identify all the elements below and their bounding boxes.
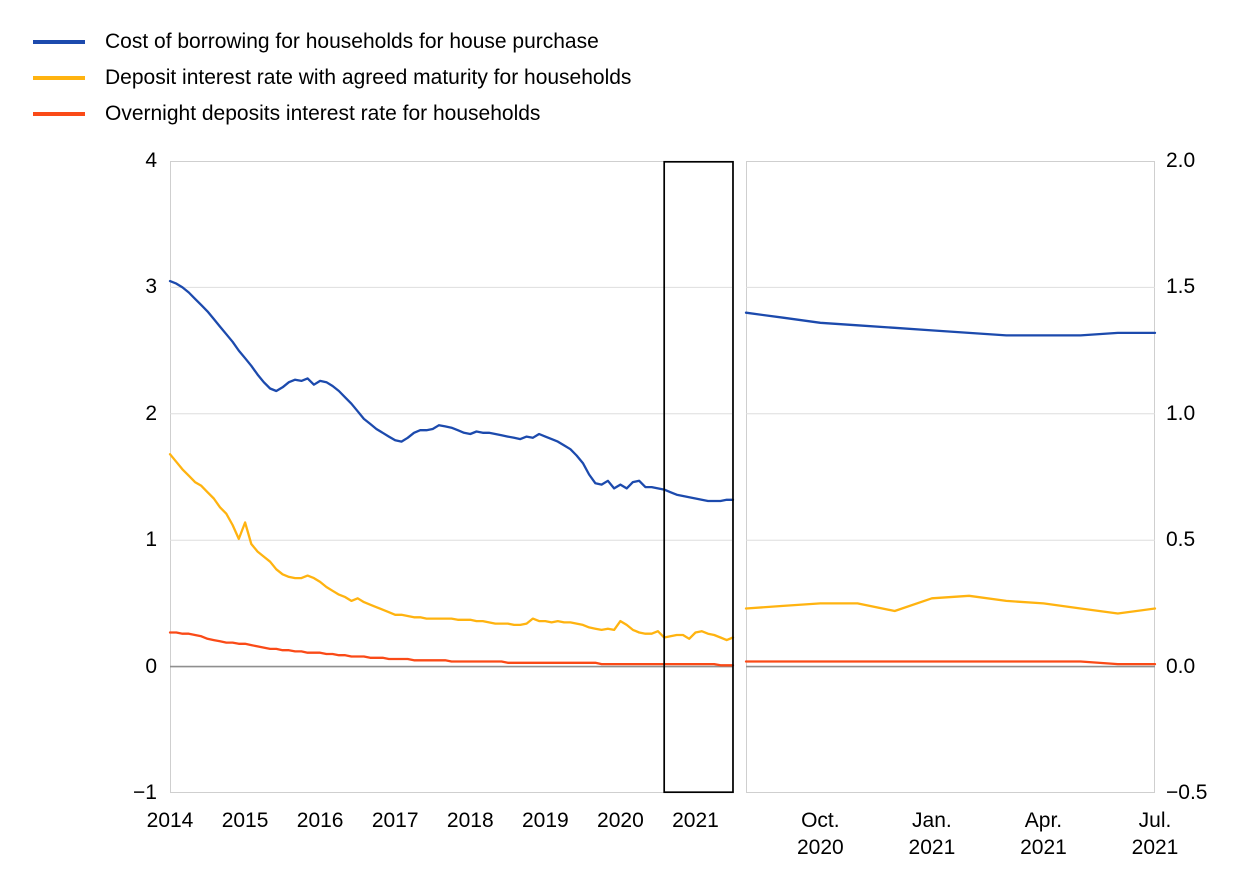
y-axis-label: 1.0 bbox=[1166, 401, 1196, 425]
series-line-cost-of-borrowing-house-purchase bbox=[168, 279, 735, 503]
x-axis-label: 2014 bbox=[110, 807, 230, 834]
x-axis-label-line1: 2015 bbox=[221, 809, 269, 832]
y-axis-label: 1 bbox=[145, 528, 157, 552]
y-axis-label: −0.5 bbox=[1166, 781, 1208, 804]
x-axis-label-line1: Jul. bbox=[1138, 809, 1172, 832]
x-axis-label: 2016 bbox=[260, 807, 380, 834]
y-axis-label: 1.5 bbox=[1166, 275, 1196, 299]
x-axis-label-line1: Apr. bbox=[1024, 809, 1063, 832]
x-axis-label: 2020 bbox=[560, 807, 680, 834]
legend-item: Cost of borrowing for households for hou… bbox=[33, 30, 631, 54]
x-axis-label: 2019 bbox=[485, 807, 605, 834]
x-axis-label-line1: 2021 bbox=[672, 809, 719, 832]
x-axis-label: 2018 bbox=[410, 807, 530, 834]
legend-line-swatch-yellow bbox=[33, 76, 85, 80]
x-axis-label: Apr. 2021 bbox=[983, 807, 1103, 861]
x-axis-label: 2017 bbox=[335, 807, 455, 834]
y-axis-label: −1 bbox=[133, 781, 157, 804]
y-axis-label: 4 bbox=[145, 149, 157, 172]
legend-item: Overnight deposits interest rate for hou… bbox=[33, 102, 631, 126]
y-axis-label: 0.5 bbox=[1166, 528, 1196, 552]
y-axis-label: 0 bbox=[145, 654, 157, 678]
x-axis-label-line1: 2014 bbox=[146, 809, 194, 832]
y-axis-label: 2 bbox=[145, 401, 157, 425]
x-axis-label-line1: 2019 bbox=[521, 809, 569, 832]
series-line-cost-of-borrowing-house-purchase bbox=[744, 311, 1157, 337]
x-axis-label-line2: 2021 bbox=[1131, 836, 1179, 859]
legend-label: Deposit interest rate with agreed maturi… bbox=[105, 66, 632, 89]
series-line-overnight-deposits bbox=[168, 631, 735, 667]
x-axis-label: Oct. 2020 bbox=[760, 807, 880, 861]
legend-label: Overnight deposits interest rate for hou… bbox=[105, 102, 541, 125]
y-axis-label: 3 bbox=[145, 275, 157, 299]
y-axis-label: 0.0 bbox=[1166, 654, 1196, 678]
x-axis-label-line1: 2016 bbox=[296, 809, 344, 832]
x-axis-label: 2015 bbox=[185, 807, 305, 834]
x-axis-label: Jan. 2021 bbox=[872, 807, 992, 861]
x-axis-label-line1: 2020 bbox=[597, 809, 644, 832]
legend: Cost of borrowing for households for hou… bbox=[33, 30, 631, 138]
x-axis-label-line2: 2020 bbox=[797, 836, 844, 859]
legend-label: Cost of borrowing for households for hou… bbox=[105, 30, 599, 53]
x-axis-label: 2021 bbox=[635, 807, 755, 834]
legend-line-swatch-red bbox=[33, 112, 85, 116]
x-axis-label-line1: 2017 bbox=[371, 809, 419, 832]
series-line-deposit-agreed-maturity bbox=[168, 453, 735, 642]
legend-item: Deposit interest rate with agreed maturi… bbox=[33, 66, 631, 90]
recent-zoom-panel bbox=[744, 161, 1157, 793]
panel-frame bbox=[170, 161, 733, 793]
full-history-panel bbox=[168, 160, 735, 794]
series-line-deposit-agreed-maturity bbox=[744, 594, 1157, 615]
x-axis-label-line1: Jan. bbox=[912, 809, 952, 832]
series-line-overnight-deposits bbox=[744, 660, 1157, 666]
x-axis-label: Jul. 2021 bbox=[1095, 807, 1215, 861]
x-axis-label-line1: 2018 bbox=[446, 809, 494, 832]
x-axis-label-line2: 2021 bbox=[908, 836, 956, 859]
panel-frame bbox=[746, 161, 1155, 793]
x-axis-label-line2: 2021 bbox=[1020, 836, 1067, 859]
highlight-box bbox=[663, 160, 734, 794]
legend-line-swatch-blue bbox=[33, 40, 85, 44]
x-axis-label-line1: Oct. bbox=[801, 809, 840, 832]
y-axis-label: 2.0 bbox=[1166, 149, 1196, 172]
